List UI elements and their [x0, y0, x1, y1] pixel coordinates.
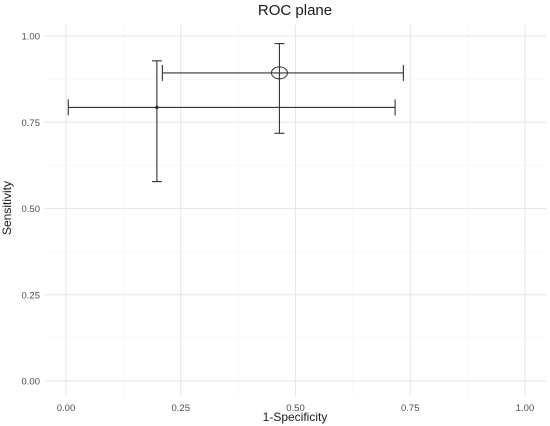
x-tick-label: 0.25 [172, 403, 191, 414]
roc-point-2 [67, 60, 396, 183]
chart-title: ROC plane [258, 2, 332, 19]
tick-labels: 0.00 0.25 0.50 0.75 1.00 0.00 0.25 0.50 0.75 1.00 [22, 32, 535, 415]
roc-point-1 [161, 43, 404, 134]
point-marker [155, 105, 159, 110]
y-tick-label: 0.75 [22, 118, 41, 129]
y-tick-label: 1.00 [22, 32, 41, 43]
y-axis-label: Sensitivity [0, 181, 14, 235]
grid [45, 25, 546, 396]
data-marks [67, 43, 404, 183]
x-tick-label: 0.75 [401, 403, 420, 414]
y-tick-label: 0.00 [22, 377, 41, 388]
x-axis-label: 1-Specificity [263, 410, 328, 424]
y-tick-label: 0.50 [22, 204, 41, 215]
x-tick-label: 0.00 [57, 403, 76, 414]
x-tick-label: 0.50 [286, 403, 305, 414]
x-tick-label: 1.00 [516, 403, 535, 414]
open-circle-marker [270, 66, 288, 80]
y-tick-label: 0.25 [22, 290, 41, 301]
